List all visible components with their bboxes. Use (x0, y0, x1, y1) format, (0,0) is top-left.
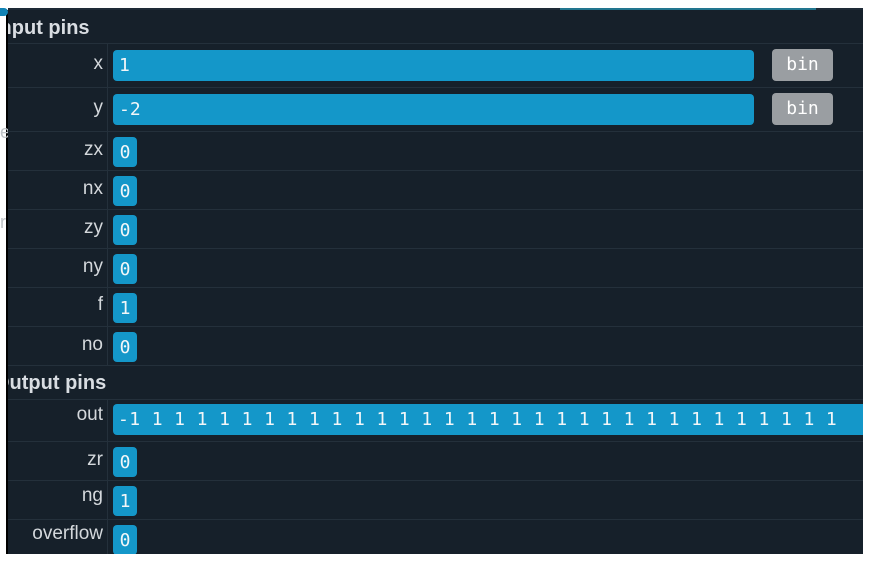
pin-row-x: x bin (8, 44, 863, 88)
pin-y-input[interactable] (113, 94, 754, 125)
pin-no-bit[interactable]: 0 (113, 332, 137, 362)
row-divider (107, 210, 108, 248)
y-format-button[interactable]: bin (772, 93, 833, 125)
top-border (8, 8, 863, 10)
row-divider (107, 481, 108, 519)
pin-label-y: y (93, 97, 104, 118)
pin-row-zr: zr 0 (8, 442, 863, 481)
pin-zy-bit[interactable]: 0 (113, 215, 137, 245)
pin-row-out: out -1 1 1 1 1 1 1 1 1 1 1 1 1 1 1 1 1 1… (8, 400, 863, 442)
pin-ny-bit[interactable]: 0 (113, 254, 137, 284)
pin-row-f: f 1 (8, 288, 863, 327)
pin-out-value: -1 1 1 1 1 1 1 1 1 1 1 1 1 1 1 1 1 1 1 1… (113, 404, 863, 435)
row-divider (107, 88, 108, 131)
row-divider (107, 44, 108, 87)
pin-label-overflow: overflow (32, 523, 103, 544)
scroll-marker (0, 8, 8, 16)
pin-row-nx: nx 0 (8, 171, 863, 210)
pin-row-ng: ng 1 (8, 481, 863, 520)
row-divider (107, 520, 108, 554)
pin-label-zr: zr (87, 449, 103, 470)
pin-row-ny: ny 0 (8, 249, 863, 288)
pin-x-input[interactable] (113, 50, 754, 81)
pin-label-no: no (81, 334, 103, 355)
pin-nx-bit[interactable]: 0 (113, 176, 137, 206)
row-divider (107, 171, 108, 209)
pin-overflow-bit: 0 (113, 525, 137, 554)
row-divider (107, 442, 108, 480)
pin-f-bit[interactable]: 1 (113, 293, 137, 323)
row-divider (107, 132, 108, 170)
input-pins-header: Input pins (8, 10, 863, 44)
pin-label-x: x (93, 53, 104, 74)
pin-zx-bit[interactable]: 0 (113, 137, 137, 167)
row-divider (107, 288, 108, 326)
pin-row-y: y bin (8, 88, 863, 132)
row-divider (107, 249, 108, 287)
pin-row-no: no 0 (8, 327, 863, 366)
pin-row-zy: zy 0 (8, 210, 863, 249)
pin-label-zx: zx (84, 139, 103, 160)
x-format-button[interactable]: bin (772, 49, 833, 81)
output-pins-header: Output pins (8, 366, 863, 400)
pin-zr-bit: 0 (113, 447, 137, 477)
pin-label-ny: ny (82, 256, 103, 277)
active-tab-indicator (560, 8, 816, 11)
input-pins-title: Input pins (8, 17, 90, 39)
pins-panel: Input pins x bin y bin zx 0 nx 0 (8, 10, 863, 554)
offscreen-text-fragment: e (0, 122, 11, 142)
pin-row-overflow: overflow 0 (8, 520, 863, 554)
offscreen-text-fragment: r (0, 212, 6, 232)
pin-label-zy: zy (84, 217, 103, 238)
pin-label-ng: ng (81, 485, 103, 506)
pin-label-nx: nx (82, 178, 103, 199)
row-divider (107, 400, 108, 441)
pin-row-zx: zx 0 (8, 132, 863, 171)
pin-label-f: f (97, 294, 103, 315)
pin-label-out: out (76, 404, 103, 425)
row-divider (107, 327, 108, 365)
output-pins-title: Output pins (8, 372, 107, 394)
pin-ng-bit: 1 (113, 486, 137, 516)
